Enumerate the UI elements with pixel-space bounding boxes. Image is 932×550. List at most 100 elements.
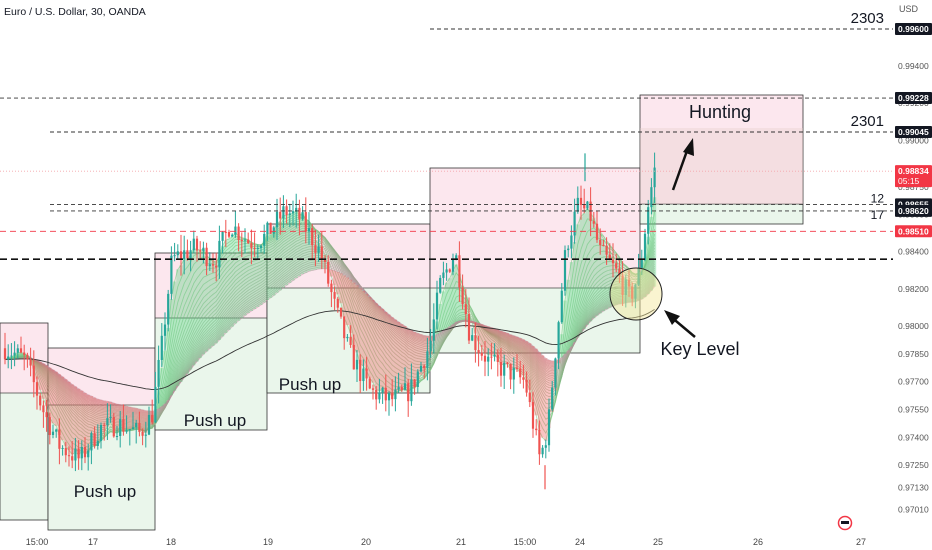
- chart-title: Euro / U.S. Dollar, 30, OANDA: [4, 6, 146, 18]
- candle-body: [605, 245, 608, 255]
- candle-body: [464, 304, 467, 315]
- candle-body: [375, 389, 378, 400]
- candle-body: [599, 239, 602, 246]
- level-label-0: 2303: [851, 10, 884, 27]
- candle-body: [19, 348, 23, 353]
- candle-body: [394, 389, 397, 400]
- candle-body: [106, 418, 109, 426]
- candle-body: [426, 351, 429, 369]
- price-tick: 0.99400: [898, 61, 929, 71]
- candle-body: [144, 434, 147, 436]
- candles-layer: [3, 152, 656, 490]
- price-tag-5: [895, 204, 932, 217]
- price-tag-text-0: 0.99600: [898, 24, 929, 34]
- candle-body: [570, 235, 573, 249]
- zone-border-1: [47, 347, 156, 531]
- candle-body: [496, 354, 499, 362]
- candle-body: [455, 255, 458, 260]
- time-axis[interactable]: 15:00 17 18 19 20 21 15:00 24 25 26 27: [26, 515, 866, 548]
- candle-body: [61, 447, 64, 449]
- candle-body: [352, 344, 355, 370]
- time-tick: 18: [166, 537, 176, 547]
- time-tick: 26: [753, 537, 763, 547]
- candle-body: [336, 298, 339, 308]
- candle-body: [199, 250, 202, 252]
- candle-body: [458, 255, 461, 288]
- price-tick: 0.98000: [898, 321, 929, 331]
- ema-line: [4, 246, 655, 423]
- candle-body: [611, 259, 615, 264]
- candle-body: [256, 247, 259, 249]
- time-tick: 19: [263, 537, 273, 547]
- price-axis[interactable]: 0.97010 0.97130 0.97250 0.97400 0.97550 0.977…: [893, 0, 932, 550]
- candle-body: [272, 227, 275, 234]
- price-tag-text-5: 0.98620: [898, 206, 929, 216]
- candle-body: [403, 383, 407, 390]
- candle-body: [16, 348, 19, 353]
- candle-body: [557, 322, 560, 359]
- candle-body: [586, 201, 589, 209]
- candle-body: [234, 226, 237, 235]
- candle-body: [291, 211, 295, 214]
- candle-body: [266, 222, 269, 234]
- candle-body: [333, 292, 336, 299]
- candle-body: [74, 448, 77, 461]
- annotation-push-up: Push up: [184, 411, 246, 430]
- price-tag-6: [895, 225, 932, 238]
- candle-body: [215, 265, 218, 268]
- candle-body: [442, 272, 445, 278]
- candle-body: [288, 213, 291, 216]
- price-tick: 0.97850: [898, 349, 929, 359]
- price-tick: 0.97550: [898, 404, 929, 414]
- candle-body: [573, 211, 576, 236]
- candle-body: [311, 228, 314, 246]
- candle-body: [595, 223, 599, 240]
- price-tick: 0.97700: [898, 377, 929, 387]
- candle-body: [416, 371, 419, 387]
- zone-top-5: [640, 95, 803, 204]
- level-label-4: 17: [871, 208, 885, 222]
- candle-body: [474, 335, 477, 351]
- zone-bottom-5: [640, 204, 803, 224]
- candle-body: [189, 250, 192, 259]
- candle-body: [176, 251, 179, 256]
- long-ma-line: [4, 309, 655, 391]
- candle-body: [602, 245, 605, 247]
- candle-body: [512, 367, 515, 380]
- candle-body: [538, 430, 541, 455]
- price-tag-countdown: 05:15: [898, 176, 920, 186]
- candle-body: [490, 356, 493, 358]
- candle-body: [304, 212, 307, 232]
- key-level-arrow-head: [664, 310, 680, 325]
- price-tag-text-3: 0.98834: [898, 166, 929, 176]
- candle-body: [224, 231, 227, 233]
- candle-body: [541, 447, 544, 455]
- time-tick: 15:00: [514, 537, 537, 547]
- candle-body: [103, 424, 106, 426]
- candle-body: [307, 228, 311, 232]
- annotation-push-up: Push up: [74, 482, 136, 501]
- candle-body: [279, 211, 282, 219]
- candle-body: [371, 388, 375, 390]
- candle-body: [39, 395, 42, 406]
- candle-body: [637, 267, 640, 285]
- candle-body: [528, 392, 531, 403]
- time-tick: 21: [456, 537, 466, 547]
- candle-body: [77, 448, 80, 459]
- candle-body: [618, 268, 621, 276]
- candle-body: [589, 201, 592, 222]
- candle-body: [218, 240, 221, 268]
- annotations-layer: Push up Push up Push up Hunting Key Level: [74, 102, 751, 501]
- candle-body: [320, 246, 323, 260]
- ema-line: [4, 254, 655, 418]
- candle-body: [186, 250, 189, 259]
- candle-body: [29, 359, 32, 366]
- hunting-inner: [640, 128, 803, 204]
- candle-body: [71, 456, 74, 461]
- candle-body: [362, 368, 365, 382]
- candle-body: [378, 392, 381, 400]
- candle-body: [429, 340, 432, 352]
- ema-line: [4, 266, 655, 413]
- candle-body: [211, 264, 215, 266]
